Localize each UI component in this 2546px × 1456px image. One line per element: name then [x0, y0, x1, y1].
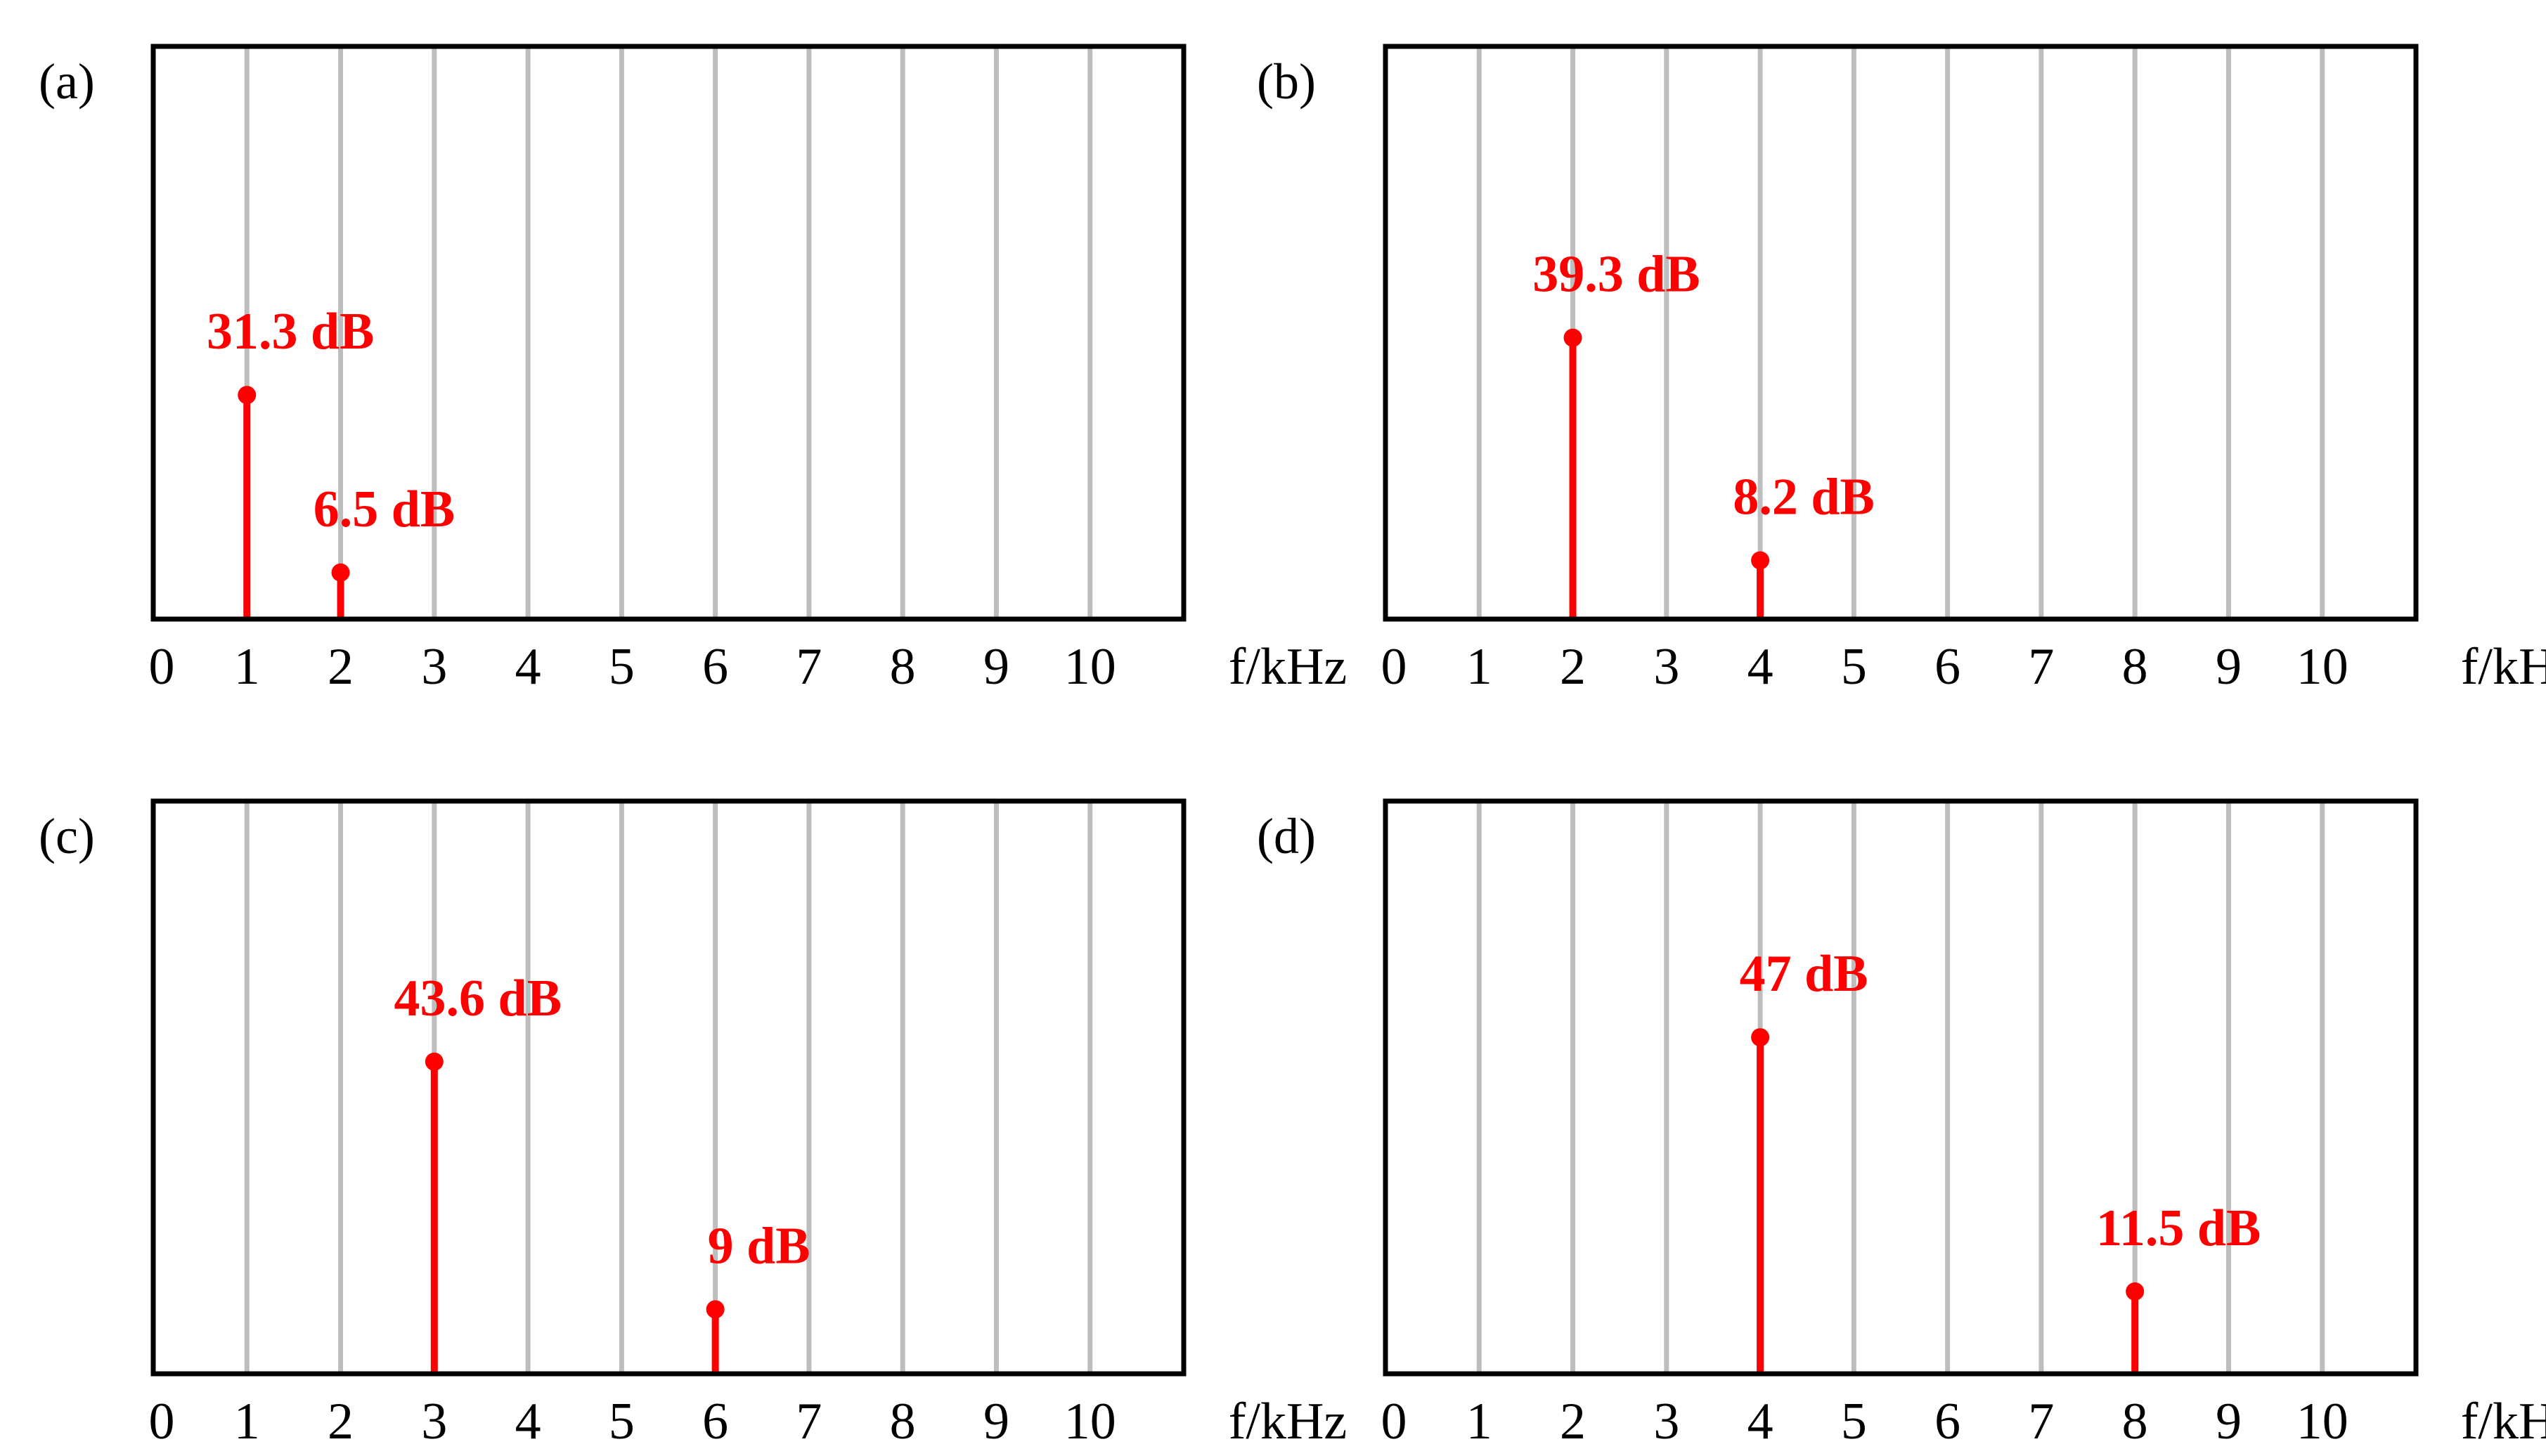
x-tick-label: 1 — [1466, 638, 1492, 696]
x-tick-label: 6 — [1934, 1393, 1960, 1450]
x-tick-label: 6 — [1934, 638, 1960, 696]
x-tick-label: 3 — [1653, 1393, 1679, 1450]
data-label: 8.2 dB — [1733, 468, 1875, 526]
x-tick-label: 5 — [609, 638, 635, 696]
x-tick-label: 7 — [2028, 638, 2054, 696]
x-tick-label: 3 — [1653, 638, 1679, 696]
stem-marker — [238, 386, 257, 405]
plot-frame — [150, 44, 1187, 622]
plot-frame — [1383, 798, 2419, 1377]
x-tick-label: 10 — [1064, 638, 1116, 696]
x-tick-label: 9 — [2216, 1393, 2242, 1450]
x-tick-label: 10 — [2296, 638, 2348, 696]
x-tick-label: 8 — [890, 638, 916, 696]
stem-marker — [425, 1052, 444, 1071]
x-tick-label: 7 — [2028, 1393, 2054, 1450]
panel-label: (c) — [39, 808, 95, 864]
x-tick-label: 0 — [1381, 1393, 1407, 1450]
x-tick-label: 2 — [1560, 638, 1586, 696]
x-tick-label: 9 — [2216, 638, 2242, 696]
x-tick-label: 5 — [1841, 1393, 1867, 1450]
plot-frame — [1383, 44, 2419, 622]
x-tick-label: 10 — [2296, 1393, 2348, 1450]
stem-marker — [2126, 1282, 2145, 1301]
x-tick-label: 0 — [149, 1393, 175, 1450]
chart-panel-c: 43.6 dB 9 dB (c) 0 1 2 3 4 5 6 7 8 9 10 f/kHz — [39, 798, 1348, 1450]
x-tick-label: 3 — [421, 638, 447, 696]
plot-frame — [150, 798, 1187, 1377]
x-tick-label: 0 — [149, 638, 175, 696]
x-tick-label: 8 — [2122, 638, 2148, 696]
x-tick-label: 7 — [796, 1393, 822, 1450]
panel-label: (b) — [1257, 53, 1316, 110]
stem-marker — [706, 1300, 725, 1319]
x-tick-label: 9 — [983, 1393, 1009, 1450]
x-tick-label: 3 — [421, 1393, 447, 1450]
x-tick-label: 1 — [234, 1393, 260, 1450]
panel-label: (d) — [1257, 808, 1316, 864]
data-label: 11.5 dB — [2096, 1200, 2261, 1257]
x-tick-label: 4 — [515, 638, 541, 696]
x-tick-label: 10 — [1064, 1393, 1116, 1450]
chart-panel-d: 47 dB 11.5 dB (d) 0 1 2 3 4 5 6 7 8 9 10 f/kHz — [1257, 798, 2546, 1450]
chart-panel-b: 39.3 dB 8.2 dB (b) 0 1 2 3 4 5 6 7 8 9 10 f/kHz — [1257, 44, 2546, 696]
data-label: 31.3 dB — [207, 303, 375, 360]
x-axis-label: f/kHz — [1229, 638, 1348, 696]
data-label: 43.6 dB — [394, 970, 562, 1027]
stem-marker — [331, 563, 350, 582]
x-tick-label: 8 — [890, 1393, 916, 1450]
panel-label: (a) — [39, 53, 95, 110]
data-label: 39.3 dB — [1532, 246, 1700, 304]
stem-marker — [1563, 328, 1582, 347]
data-label: 6.5 dB — [314, 481, 455, 538]
x-tick-label: 5 — [1841, 638, 1867, 696]
x-axis-label: f/kHz — [2461, 1393, 2546, 1450]
x-tick-label: 2 — [328, 638, 354, 696]
stem-marker — [1751, 1028, 1770, 1047]
x-tick-label: 0 — [1381, 638, 1407, 696]
x-tick-label: 1 — [234, 638, 260, 696]
x-tick-label: 7 — [796, 638, 822, 696]
x-tick-label: 5 — [609, 1393, 635, 1450]
x-tick-label: 4 — [1747, 1393, 1773, 1450]
data-label: 47 dB — [1740, 945, 1868, 1003]
x-tick-label: 8 — [2122, 1393, 2148, 1450]
x-tick-label: 4 — [515, 1393, 541, 1450]
x-tick-label: 2 — [1560, 1393, 1586, 1450]
data-label: 9 dB — [708, 1217, 810, 1275]
x-tick-label: 1 — [1466, 1393, 1492, 1450]
stem-marker — [1751, 551, 1770, 570]
x-tick-label: 6 — [702, 638, 728, 696]
x-tick-label: 4 — [1747, 638, 1773, 696]
x-tick-label: 9 — [983, 638, 1009, 696]
x-tick-label: 6 — [702, 1393, 728, 1450]
x-tick-label: 2 — [328, 1393, 354, 1450]
x-axis-label: f/kHz — [2461, 638, 2546, 696]
chart-panel-a: 31.3 dB 6.5 dB (a) 0 1 2 3 4 5 6 7 8 9 10 f/kHz — [39, 44, 1348, 696]
x-axis-label: f/kHz — [1229, 1393, 1348, 1450]
